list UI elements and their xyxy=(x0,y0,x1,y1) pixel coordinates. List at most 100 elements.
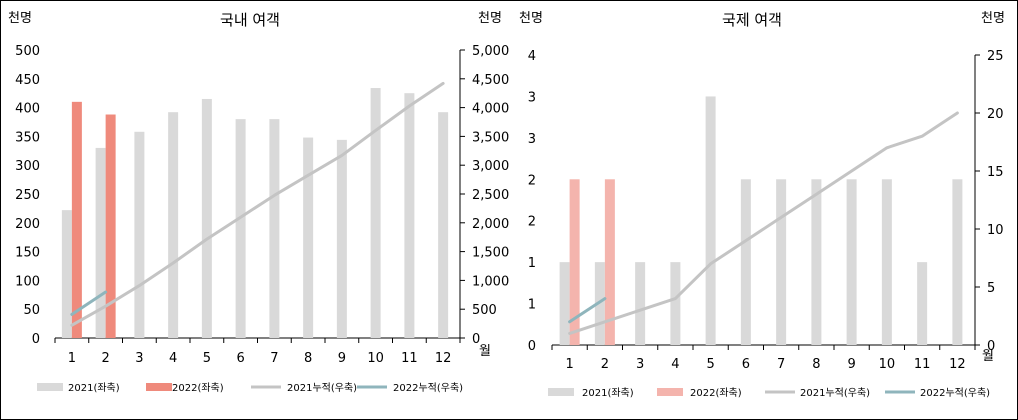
chart1-left-tick-label: 200 xyxy=(15,217,40,232)
chart2-right-tick-label: 15 xyxy=(987,165,1004,180)
chart1-right-tick-label: 3,000 xyxy=(472,159,509,174)
chart2-bar-2021 xyxy=(705,96,716,345)
chart2-left-tick-label: 2 xyxy=(528,173,536,188)
chart1-x-tick-label: 1 xyxy=(68,351,76,366)
chart1-right-tick-label: 500 xyxy=(472,303,497,318)
chart2-legend-label: 2021(좌축) xyxy=(582,387,634,399)
chart1-bar-2021 xyxy=(404,93,415,338)
chart2-x-tick-label: 12 xyxy=(949,357,966,372)
chart1-legend-swatch-bar xyxy=(146,383,172,391)
chart1-title: 국내 여객 xyxy=(220,11,280,29)
chart2-x-tick-label: 1 xyxy=(565,357,573,372)
chart1-bar-2021 xyxy=(95,147,106,338)
chart1-legend-label: 2021(좌축) xyxy=(68,382,120,394)
chart1-bar-2022 xyxy=(71,101,82,338)
chart2-left-tick-label: 0 xyxy=(528,339,536,354)
chart1-bar-2021 xyxy=(134,131,145,338)
chart2-bar-2021 xyxy=(811,179,822,345)
chart1-x-tick-label: 6 xyxy=(236,351,244,366)
chart1-right-tick-label: 2,500 xyxy=(472,188,509,203)
chart1-bar-2021 xyxy=(168,112,179,338)
chart1-bar-2021 xyxy=(61,210,72,338)
chart1-right-tick-label: 4,000 xyxy=(472,102,509,117)
chart1-x-axis-unit: 월 xyxy=(479,344,491,359)
chart1-left-axis-unit: 천명 xyxy=(8,11,32,26)
chart2-x-tick-label: 2 xyxy=(601,357,609,372)
chart2-bar-2021 xyxy=(952,179,963,345)
chart2-legend-swatch-bar xyxy=(657,388,683,396)
chart2-bar-2022 xyxy=(604,179,615,345)
chart2-left-tick-label: 3 xyxy=(528,90,536,105)
chart2-left-tick-label: 2 xyxy=(528,215,536,230)
chart2-right-tick-label: 25 xyxy=(987,49,1004,64)
chart1-line-2022-cumulative xyxy=(70,290,108,316)
chart1-left-tick-label: 250 xyxy=(15,188,40,203)
chart2-left-tick-label: 4 xyxy=(528,49,536,64)
chart1-line-2021-cumulative xyxy=(70,81,445,327)
chart2-bar-2021 xyxy=(740,179,751,345)
chart2-right-tick-label: 20 xyxy=(987,107,1004,122)
chart2-bar-2021 xyxy=(635,262,646,345)
chart2-right-tick-label: 5 xyxy=(987,281,995,296)
chart2-title: 국제 여객 xyxy=(722,11,782,29)
chart2-x-axis-unit: 월 xyxy=(982,349,994,364)
chart2-bar-2021 xyxy=(670,262,681,345)
chart1-legend-swatch-bar xyxy=(37,383,63,391)
chart1-right-tick-label: 3,500 xyxy=(472,130,509,145)
chart2-bar-2021 xyxy=(559,262,570,345)
chart1-bar-2021 xyxy=(336,139,347,338)
chart2-legend-swatch-bar xyxy=(548,388,574,396)
chart2-left-axis-unit: 천명 xyxy=(519,11,543,26)
chart1-x-tick-label: 12 xyxy=(435,351,452,366)
chart1-bar-2021 xyxy=(235,119,246,339)
chart1-x-tick-label: 2 xyxy=(101,351,109,366)
chart1-right-tick-label: 1,000 xyxy=(472,274,509,289)
chart1-left-tick-label: 0 xyxy=(32,332,40,347)
chart2-left-tick-label: 3 xyxy=(528,132,536,147)
chart1-x-tick-label: 10 xyxy=(367,351,384,366)
chart2-left-tick-label: 1 xyxy=(528,298,536,313)
chart1-right-tick-label: 1,500 xyxy=(472,246,509,261)
chart1-legend-label: 2022누적(우축) xyxy=(393,382,463,394)
chart1-legend-label: 2021누적(우축) xyxy=(287,382,357,394)
chart2-bar-2021 xyxy=(846,179,857,345)
chart2-x-tick-label: 5 xyxy=(706,357,714,372)
chart1-left-tick-label: 350 xyxy=(15,130,40,145)
chart2-x-tick-label: 9 xyxy=(847,357,855,372)
chart2-bar-2021 xyxy=(881,179,892,345)
chart1-left-tick-label: 300 xyxy=(15,159,40,174)
chart2-bar-2022 xyxy=(569,179,580,345)
chart2-left-tick-label: 1 xyxy=(528,256,536,271)
chart1-x-tick-label: 4 xyxy=(169,351,177,366)
chart2-legend-label: 2022(좌축) xyxy=(690,387,742,399)
chart1-x-tick-label: 9 xyxy=(338,351,346,366)
chart1-right-axis-unit: 천명 xyxy=(478,11,502,26)
chart1-left-tick-label: 400 xyxy=(15,102,40,117)
chart2-x-tick-label: 8 xyxy=(812,357,820,372)
chart1-x-tick-label: 8 xyxy=(304,351,312,366)
chart1-right-tick-label: 5,000 xyxy=(472,44,509,59)
chart2-right-axis-unit: 천명 xyxy=(981,11,1005,26)
chart1-right-tick-label: 4,500 xyxy=(472,73,509,88)
chart2-bar-2021 xyxy=(776,179,787,345)
chart1-bar-2021 xyxy=(438,112,449,338)
chart1-left-tick-label: 450 xyxy=(15,73,40,88)
chart1-bar-2021 xyxy=(303,137,314,338)
chart1-right-tick-label: 2,000 xyxy=(472,217,509,232)
chart1-left-tick-label: 500 xyxy=(15,44,40,59)
chart2-right-tick-label: 0 xyxy=(987,339,995,354)
chart1-left-tick-label: 50 xyxy=(23,303,40,318)
chart1-x-tick-label: 11 xyxy=(401,351,418,366)
chart2-x-tick-label: 4 xyxy=(671,357,679,372)
chart1-legend-label: 2022(좌축) xyxy=(172,382,224,394)
chart1-bar-2021 xyxy=(269,119,280,339)
chart1-bar-2022 xyxy=(105,114,116,339)
chart1-x-tick-label: 3 xyxy=(135,351,143,366)
chart2-line-2021-cumulative xyxy=(568,111,959,335)
chart2-x-tick-label: 6 xyxy=(742,357,750,372)
chart2-bar-2021 xyxy=(917,262,928,345)
chart1-x-tick-label: 7 xyxy=(270,351,278,366)
chart2-legend-label: 2021누적(우축) xyxy=(800,387,870,399)
chart1-bar-2021 xyxy=(370,88,381,339)
